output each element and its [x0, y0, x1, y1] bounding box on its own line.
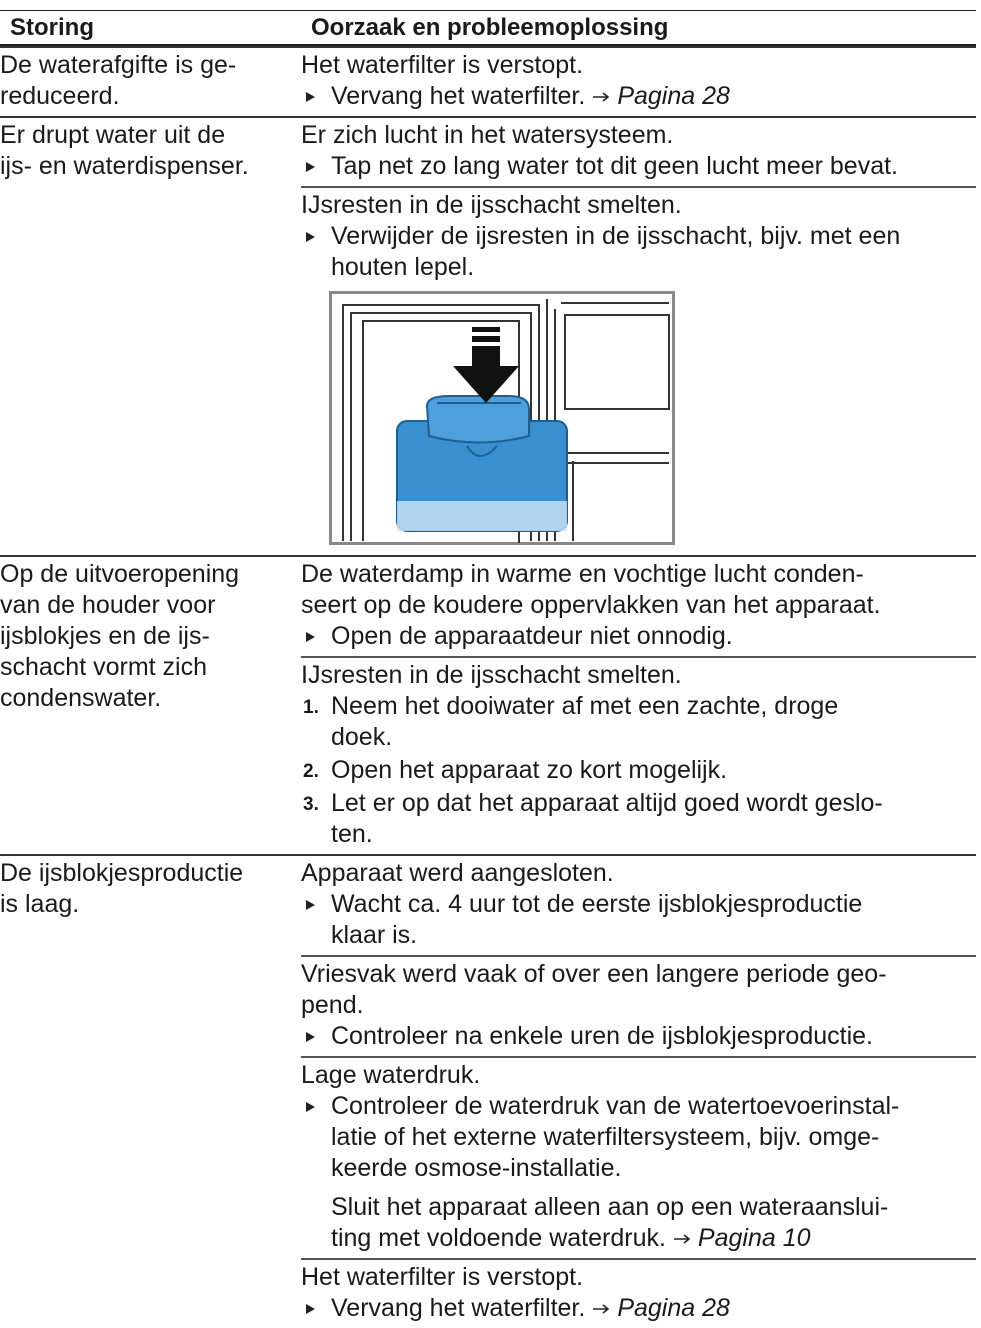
cause-block: Vriesvak werd vaak of over een langere p…	[301, 955, 976, 1056]
bullet	[306, 232, 315, 242]
text-line: pend.	[301, 991, 364, 1019]
table-row: Op de uitvoeropening van de houder voor ij…	[0, 555, 976, 854]
cause-cell: Er zich lucht in het watersysteem. Tap ne…	[296, 118, 976, 555]
text-line: ting met voldoende waterdruk. Pagina 10	[331, 1224, 811, 1252]
text-line: Vervang het waterfilter. Pagina 28	[331, 82, 730, 110]
text-line: Let er op dat het apparaat altijd goed w…	[331, 789, 883, 817]
text-line: ten.	[331, 820, 373, 848]
numbered-step: 2. Open het apparaat zo kort mogelijk.	[301, 755, 976, 786]
text-line: seert op de koudere oppervlakken van het…	[301, 591, 881, 619]
note: Sluit het apparaat alleen aan op een wat…	[301, 1192, 976, 1254]
text-line: Wacht ca. 4 uur tot de eerste ijsblokjes…	[331, 890, 863, 918]
symptom-cell: Er drupt water uit de ijs- en waterdispen…	[0, 118, 296, 555]
page-reference: Pagina 10	[697, 1224, 811, 1252]
text-line: Vriesvak werd vaak of over een langere p…	[301, 960, 887, 988]
cause-cell: De waterdamp in warme en vochtige lucht …	[296, 557, 976, 854]
text-line: De waterdamp in warme en vochtige lucht …	[301, 560, 864, 588]
bullet	[306, 92, 315, 102]
text-line: Controleer na enkele uren de ijsblokjesp…	[331, 1022, 873, 1050]
arrow-icon	[673, 1234, 691, 1245]
cause-block: IJsresten in de ijsschacht smelten. Verwi…	[301, 186, 976, 555]
bullet	[306, 162, 315, 172]
text-line: condenswater.	[0, 684, 162, 712]
text-line: Tap net zo lang water tot dit geen lucht…	[331, 152, 899, 180]
bullet	[306, 1304, 315, 1314]
cause-block: Lage waterdruk. Controleer de waterdruk v…	[301, 1056, 976, 1258]
table-row: Er drupt water uit de ijs- en waterdispen…	[0, 116, 976, 555]
text-line: Vervang het waterfilter. Pagina 28	[331, 1294, 730, 1322]
text-line: Op de uitvoeropening	[0, 560, 240, 588]
bullet	[306, 632, 315, 642]
cause-block: Het waterfilter is verstopt. Vervang het …	[301, 48, 976, 116]
header-cell: Storing	[10, 14, 94, 41]
text-line: houten lepel.	[331, 253, 475, 281]
text-line: Sluit het apparaat alleen aan op een wat…	[331, 1193, 889, 1221]
text-line: ijsblokjes en de ijs-	[0, 622, 210, 650]
symptom-cell: Op de uitvoeropening van de houder voor ij…	[0, 557, 296, 854]
text-line: Het waterfilter is verstopt.	[301, 1263, 584, 1291]
text-line: keerde osmose-installatie.	[331, 1154, 622, 1182]
action-step: Verwijder de ijsresten in de ijsschacht,…	[301, 221, 976, 283]
text-line: De ijsblokjesproductie	[0, 859, 244, 887]
table-row: De waterafgifte is ge-reduceerd. Het wate…	[0, 46, 976, 116]
action-step: Controleer de waterdruk van de watertoev…	[301, 1091, 976, 1184]
text-line: van de houder voor	[0, 591, 216, 619]
numbered-step: 1. Neem het dooiwater af met een zachte, …	[301, 691, 976, 753]
troubleshooting-table: Storing Oorzaak en probleemoplossing De wa…	[0, 10, 976, 1328]
cause-block: De waterdamp in warme en vochtige lucht …	[301, 557, 976, 656]
step-number: 2.	[303, 761, 319, 782]
cause-cell: Het waterfilter is verstopt. Vervang het …	[296, 48, 976, 116]
action-step: Tap net zo lang water tot dit geen lucht…	[301, 151, 976, 182]
action-step: Vervang het waterfilter. Pagina 28	[301, 1293, 976, 1324]
action-step: Controleer na enkele uren de ijsblokjesp…	[301, 1021, 976, 1052]
symptom-cell: De waterafgifte is ge-reduceerd.	[0, 48, 296, 116]
table-row: De ijsblokjesproductie is laag. Apparaat w…	[0, 854, 976, 1328]
header-cell: Oorzaak en probleemoplossing	[311, 14, 669, 41]
table-header: Storing Oorzaak en probleemoplossing	[0, 11, 976, 46]
text-line: latie of het externe waterfiltersysteem,…	[331, 1123, 880, 1151]
action-step: Vervang het waterfilter. Pagina 28	[301, 81, 976, 112]
text-line: ijs- en waterdispenser.	[0, 152, 249, 180]
text-line: Er zich lucht in het watersysteem.	[301, 121, 674, 149]
text-line: Controleer de waterdruk van de watertoev…	[331, 1092, 900, 1120]
step-number: 3.	[303, 794, 319, 815]
cause-cell: Apparaat werd aangesloten. Wacht ca. 4 uu…	[296, 856, 976, 1328]
cause-block: Het waterfilter is verstopt. Vervang het …	[301, 1258, 976, 1328]
text-line: reduceerd.	[0, 82, 120, 110]
text-line: Er drupt water uit de	[0, 121, 226, 149]
action-step: Wacht ca. 4 uur tot de eerste ijsblokjes…	[301, 889, 976, 951]
text-line: Open het apparaat zo kort mogelijk.	[331, 756, 728, 784]
text-line: klaar is.	[331, 921, 418, 949]
cause-block: Apparaat werd aangesloten. Wacht ca. 4 uu…	[301, 856, 976, 955]
illustration	[329, 291, 675, 545]
action-step: Open de apparaatdeur niet onnodig.	[301, 621, 976, 652]
cause-block: IJsresten in de ijsschacht smelten. 1. Nee…	[301, 656, 976, 854]
bullet	[306, 1032, 315, 1042]
text-line: De waterafgifte is ge-	[0, 51, 237, 79]
bullet	[306, 1102, 315, 1112]
text-line: Neem het dooiwater af met een zachte, dr…	[331, 692, 839, 720]
numbered-step: 3. Let er op dat het apparaat altijd goed…	[301, 788, 976, 850]
text-line: IJsresten in de ijsschacht smelten.	[301, 191, 682, 219]
page-reference: Pagina 28	[617, 82, 730, 110]
arrow-icon	[593, 1304, 610, 1315]
text-line: IJsresten in de ijsschacht smelten.	[301, 661, 682, 689]
text-line: Lage waterdruk.	[301, 1061, 481, 1089]
text-line: Verwijder de ijsresten in de ijsschacht,…	[331, 222, 901, 250]
text-line: Het waterfilter is verstopt.	[301, 51, 584, 79]
symptom-cell: De ijsblokjesproductie is laag.	[0, 856, 296, 1328]
page-reference: Pagina 28	[617, 1294, 730, 1322]
text-line: Apparaat werd aangesloten.	[301, 859, 614, 887]
cause-block: Er zich lucht in het watersysteem. Tap ne…	[301, 118, 976, 186]
text-line: doek.	[331, 723, 393, 751]
arrow-icon	[593, 92, 610, 103]
text-line: schacht vormt zich	[0, 653, 208, 681]
bullet	[306, 900, 315, 910]
text-line: Open de apparaatdeur niet onnodig.	[331, 622, 733, 650]
step-number: 1.	[303, 697, 319, 718]
text-line: is laag.	[0, 890, 80, 918]
